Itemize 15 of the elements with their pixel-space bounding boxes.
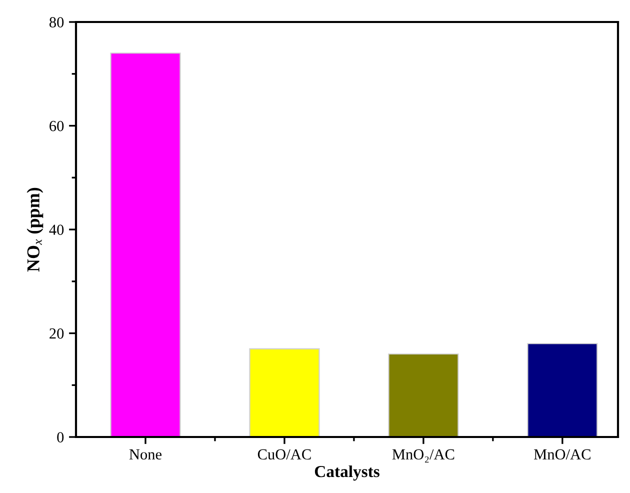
x-tick-label: None — [129, 449, 162, 460]
x-tick-label: MnO/AC — [534, 449, 590, 460]
bar — [249, 348, 320, 437]
bar — [388, 353, 459, 437]
x-axis-title: Catalysts — [314, 465, 380, 481]
y-tick-label: 20 — [50, 328, 64, 339]
y-tick-label: 80 — [50, 17, 64, 28]
x-tick-label: MnO₂/AC — [392, 449, 454, 463]
y-tick-label: 60 — [50, 120, 64, 132]
bar — [110, 52, 181, 437]
y-tick-label: 0 — [57, 432, 64, 442]
x-tick-label: CuO/AC — [258, 449, 311, 460]
bar — [527, 343, 598, 437]
y-axis-title: NO$_{x}$ (ppm) — [26, 188, 44, 272]
y-tick-label: 40 — [49, 224, 64, 235]
